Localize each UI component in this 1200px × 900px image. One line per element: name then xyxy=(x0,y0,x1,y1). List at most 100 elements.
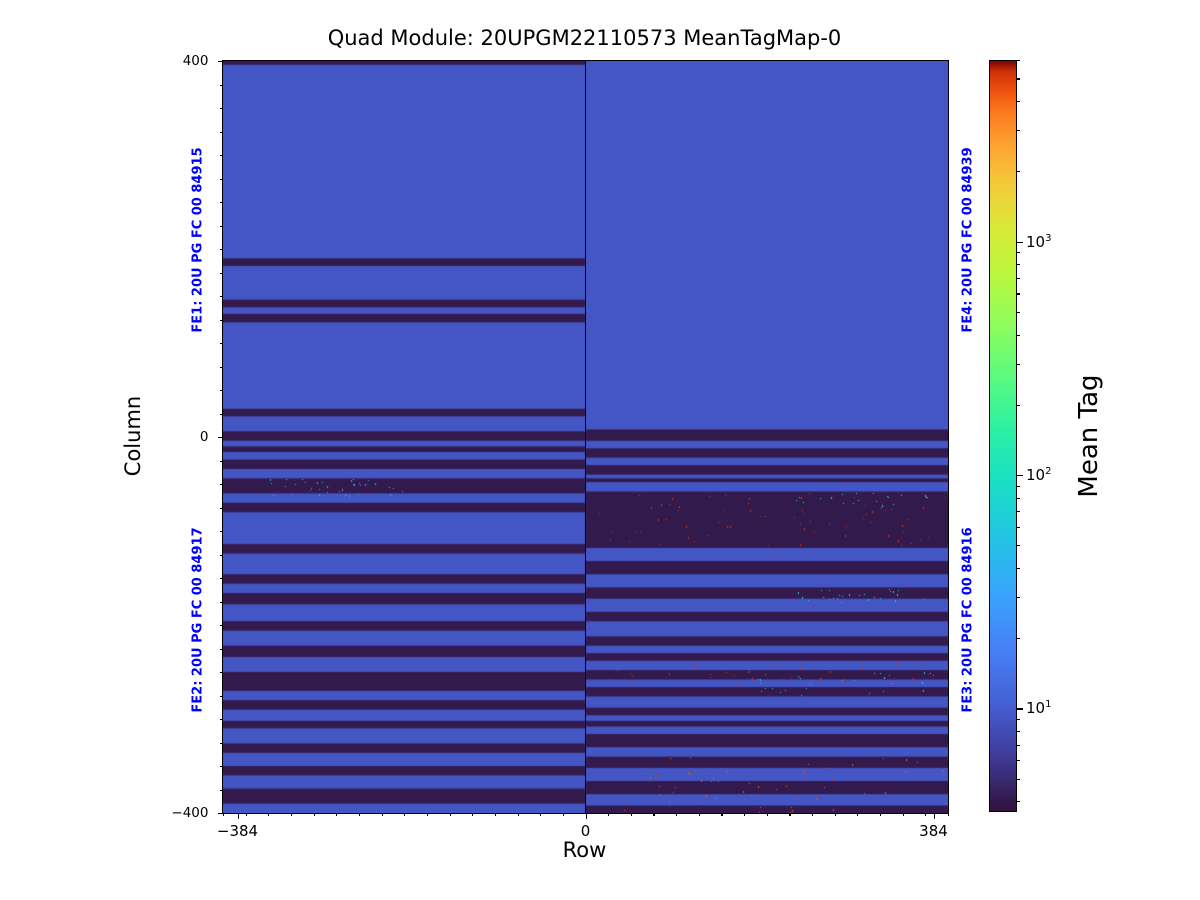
y-tick-major: 400 xyxy=(218,61,224,62)
colorbar-tick-minor xyxy=(1017,597,1020,598)
frontend-label-fe3: FE3: 20U PG FC 00 84916 xyxy=(961,527,976,712)
colorbar-tick-minor xyxy=(1017,568,1020,569)
x-tick-minor xyxy=(744,813,745,816)
colorbar-tick-major xyxy=(1017,242,1023,243)
colorbar-tick-minor xyxy=(1017,252,1020,253)
y-tick-minor xyxy=(220,414,223,415)
x-tick-minor xyxy=(631,813,632,816)
x-tick-minor xyxy=(268,813,269,816)
x-tick-minor xyxy=(540,813,541,816)
colorbar-tick-minor xyxy=(1017,293,1020,294)
x-tick-minor xyxy=(948,813,949,816)
colorbar-tick-major xyxy=(1017,475,1023,476)
y-tick-minor xyxy=(220,249,223,250)
colorbar-tick-minor xyxy=(1017,101,1020,102)
figure-title: Quad Module: 20UPGM22110573 MeanTagMap-0 xyxy=(222,26,947,50)
y-tick-label: 400 xyxy=(183,53,209,69)
colorbar-tick-minor xyxy=(1017,60,1020,61)
x-tick-major xyxy=(934,813,935,819)
x-tick-minor xyxy=(359,813,360,816)
y-tick-minor xyxy=(220,273,223,274)
x-tick-minor xyxy=(835,813,836,816)
y-tick-minor xyxy=(220,602,223,603)
frontend-label-fe4: FE4: 20U PG FC 00 84939 xyxy=(961,147,976,332)
x-tick-minor xyxy=(857,813,858,816)
colorbar-tick-minor xyxy=(1017,545,1020,546)
y-tick-minor xyxy=(220,672,223,673)
y-tick-minor xyxy=(220,155,223,156)
colorbar-tick-minor xyxy=(1017,731,1020,732)
x-tick-minor xyxy=(291,813,292,816)
y-axis-label: Column xyxy=(121,396,145,476)
y-tick-minor xyxy=(220,179,223,180)
colorbar-tick-minor xyxy=(1017,511,1020,512)
colorbar-tick-minor xyxy=(1017,801,1020,802)
colorbar-tick-major xyxy=(1017,708,1023,709)
y-tick-minor xyxy=(220,531,223,532)
colorbar-tick-minor xyxy=(1017,486,1020,487)
x-tick-minor xyxy=(676,813,677,816)
y-tick-minor xyxy=(220,390,223,391)
y-tick-minor xyxy=(220,696,223,697)
y-tick-minor xyxy=(220,790,223,791)
colorbar-tick-label: 102 xyxy=(1026,466,1051,484)
colorbar-tick-minor xyxy=(1017,638,1020,639)
y-tick-minor xyxy=(220,578,223,579)
colorbar-tick-minor xyxy=(1017,264,1020,265)
frontend-label-fe2: FE2: 20U PG FC 00 84917 xyxy=(191,527,206,712)
y-tick-minor xyxy=(220,108,223,109)
x-tick-minor xyxy=(223,813,224,816)
y-tick-minor xyxy=(220,649,223,650)
colorbar-tick-minor xyxy=(1017,312,1020,313)
colorbar-tick-label: 101 xyxy=(1026,699,1051,717)
colorbar-tick-minor xyxy=(1017,760,1020,761)
x-tick-minor xyxy=(608,813,609,816)
x-tick-minor xyxy=(314,813,315,816)
x-axis-label: Row xyxy=(222,838,947,862)
colorbar-tick-minor xyxy=(1017,779,1020,780)
y-tick-minor xyxy=(220,367,223,368)
x-tick-minor xyxy=(472,813,473,816)
y-tick-major: 0 xyxy=(218,437,224,438)
y-tick-minor xyxy=(220,484,223,485)
heatmap-axes[interactable]: 400 0 −400 −384 0 384 xyxy=(222,60,949,814)
y-tick-minor xyxy=(220,343,223,344)
colorbar-tick-minor xyxy=(1017,78,1020,79)
x-tick-minor xyxy=(653,813,654,816)
x-tick-minor xyxy=(427,813,428,816)
x-tick-major xyxy=(238,813,239,819)
x-tick-minor xyxy=(563,813,564,816)
colorbar[interactable]: 101 102 103 xyxy=(989,60,1017,812)
x-tick-minor xyxy=(699,813,700,816)
y-tick-minor xyxy=(220,719,223,720)
colorbar-tick-minor xyxy=(1017,278,1020,279)
x-tick-major xyxy=(586,813,587,819)
colorbar-tick-label: 103 xyxy=(1026,233,1051,251)
y-tick-label: −400 xyxy=(171,805,208,821)
chip-divider xyxy=(585,61,586,813)
colorbar-tick-minor xyxy=(1017,498,1020,499)
x-tick-minor xyxy=(246,813,247,816)
colorbar-gradient xyxy=(989,60,1017,812)
colorbar-tick-minor xyxy=(1017,405,1020,406)
y-tick-minor xyxy=(220,461,223,462)
y-tick-minor xyxy=(220,226,223,227)
colorbar-tick-minor xyxy=(1017,171,1020,172)
y-tick-minor xyxy=(220,132,223,133)
frontend-label-fe1: FE1: 20U PG FC 00 84915 xyxy=(191,147,206,332)
x-tick-minor xyxy=(925,813,926,816)
x-tick-minor xyxy=(450,813,451,816)
colorbar-tick-minor xyxy=(1017,335,1020,336)
x-tick-minor xyxy=(903,813,904,816)
y-tick-minor xyxy=(220,766,223,767)
colorbar-tick-minor xyxy=(1017,527,1020,528)
y-tick-minor xyxy=(220,625,223,626)
x-tick-minor xyxy=(767,813,768,816)
colorbar-tick-minor xyxy=(1017,719,1020,720)
x-tick-minor xyxy=(518,813,519,816)
y-tick-minor xyxy=(220,202,223,203)
y-tick-minor xyxy=(220,85,223,86)
colorbar-tick-minor xyxy=(1017,130,1020,131)
y-tick-minor xyxy=(220,296,223,297)
x-tick-minor xyxy=(495,813,496,816)
